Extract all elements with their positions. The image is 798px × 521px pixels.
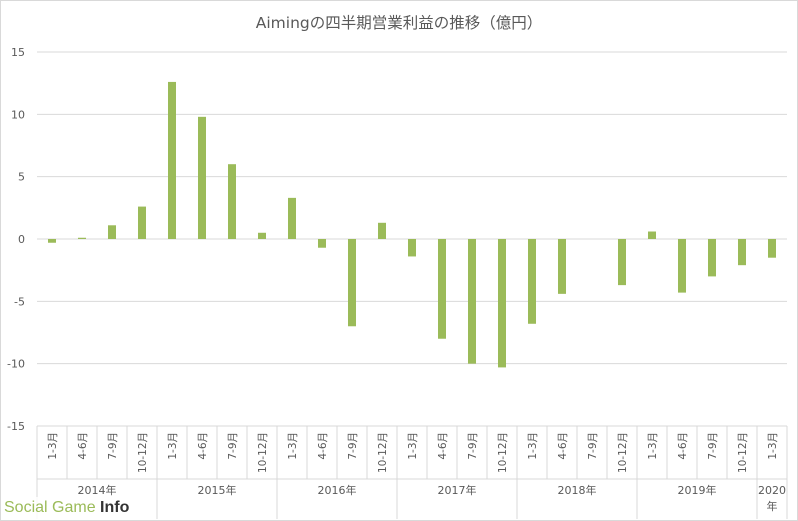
x-tick-label: 10-12月 bbox=[257, 432, 269, 473]
x-tick-label: 7-9月 bbox=[707, 432, 719, 460]
bar bbox=[138, 206, 146, 239]
x-tick-label: 7-9月 bbox=[227, 432, 239, 460]
bar bbox=[318, 239, 326, 248]
x-tick-label: 10-12月 bbox=[497, 432, 509, 473]
x-tick-label: 4-6月 bbox=[197, 432, 209, 460]
x-tick-label: 10-12月 bbox=[137, 432, 149, 473]
year-label: 2020 bbox=[758, 484, 786, 497]
bar bbox=[708, 239, 716, 277]
bar bbox=[528, 239, 536, 324]
bar bbox=[228, 164, 236, 239]
x-tick-label: 10-12月 bbox=[737, 432, 749, 473]
x-tick-label: 1-3月 bbox=[407, 432, 419, 460]
x-tick-label: 10-12月 bbox=[377, 432, 389, 473]
x-tick-label: 1-3月 bbox=[287, 432, 299, 460]
x-tick-label: 7-9月 bbox=[347, 432, 359, 460]
x-tick-label: 1-3月 bbox=[527, 432, 539, 460]
x-tick-label: 4-6月 bbox=[557, 432, 569, 460]
year-label: 年 bbox=[767, 499, 778, 513]
bar bbox=[498, 239, 506, 368]
y-tick-label: -5 bbox=[14, 295, 25, 308]
x-tick-label: 10-12月 bbox=[617, 432, 629, 473]
bar bbox=[678, 239, 686, 293]
year-label: 2018年 bbox=[558, 483, 597, 497]
bar bbox=[408, 239, 416, 257]
bar bbox=[348, 239, 356, 327]
y-tick-label: -15 bbox=[7, 420, 25, 433]
bar bbox=[618, 239, 626, 286]
y-tick-label: 10 bbox=[11, 108, 25, 121]
year-label: 2014年 bbox=[78, 483, 117, 497]
bar bbox=[468, 239, 476, 364]
bar bbox=[168, 81, 176, 239]
bar bbox=[768, 239, 776, 258]
y-tick-label: 15 bbox=[11, 46, 25, 59]
bar bbox=[438, 239, 446, 339]
chart-title: Aimingの四半期営業利益の推移（億円） bbox=[255, 14, 543, 32]
bar bbox=[258, 232, 266, 239]
y-tick-label: -10 bbox=[7, 358, 25, 371]
year-label: 2015年 bbox=[198, 483, 237, 497]
x-tick-label: 7-9月 bbox=[587, 432, 599, 460]
watermark-logo: Social Game Info bbox=[4, 497, 134, 519]
x-tick-label: 4-6月 bbox=[437, 432, 449, 460]
year-label: 2019年 bbox=[678, 483, 717, 497]
x-tick-label: 1-3月 bbox=[647, 432, 659, 460]
x-tick-label: 4-6月 bbox=[317, 432, 329, 460]
y-tick-label: 0 bbox=[18, 233, 25, 246]
bar bbox=[558, 239, 566, 294]
x-tick-label: 1-3月 bbox=[167, 432, 179, 460]
x-tick-label: 7-9月 bbox=[467, 432, 479, 460]
bar bbox=[108, 225, 116, 239]
bar bbox=[378, 222, 386, 239]
bar bbox=[198, 116, 206, 239]
bar bbox=[78, 237, 86, 239]
year-label: 2016年 bbox=[318, 483, 357, 497]
y-tick-label: 5 bbox=[18, 171, 25, 184]
bar bbox=[738, 239, 746, 266]
watermark-social-game: Social Game bbox=[4, 499, 96, 516]
year-label: 2017年 bbox=[438, 483, 477, 497]
x-tick-label: 1-3月 bbox=[767, 432, 779, 460]
x-tick-label: 1-3月 bbox=[47, 432, 59, 460]
x-tick-label: 7-9月 bbox=[107, 432, 119, 460]
x-tick-label: 4-6月 bbox=[77, 432, 89, 460]
watermark-info: Info bbox=[100, 499, 130, 516]
bar bbox=[648, 231, 656, 239]
bar bbox=[48, 239, 56, 243]
x-tick-label: 4-6月 bbox=[677, 432, 689, 460]
bar bbox=[288, 197, 296, 239]
